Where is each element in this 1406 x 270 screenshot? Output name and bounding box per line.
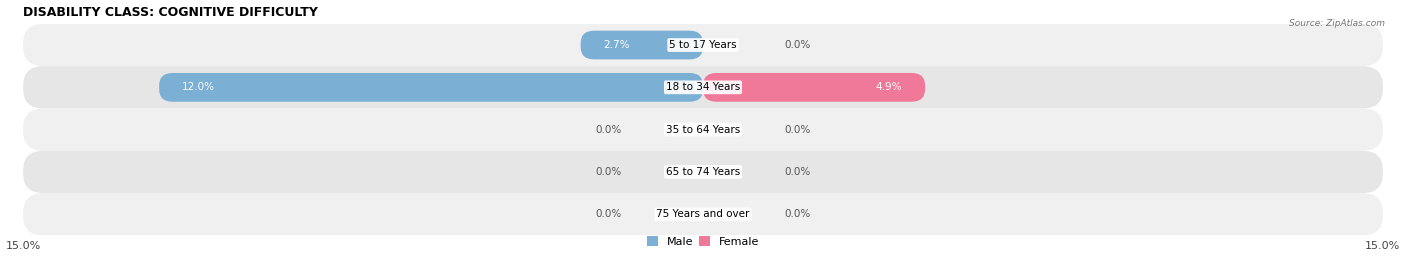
Text: 0.0%: 0.0% [785,167,811,177]
Text: 65 to 74 Years: 65 to 74 Years [666,167,740,177]
Text: 18 to 34 Years: 18 to 34 Years [666,82,740,92]
Text: 2.7%: 2.7% [603,40,630,50]
Text: 0.0%: 0.0% [595,209,621,219]
Text: 4.9%: 4.9% [876,82,903,92]
FancyBboxPatch shape [22,24,1384,66]
FancyBboxPatch shape [22,193,1384,235]
Text: 0.0%: 0.0% [595,167,621,177]
Text: 0.0%: 0.0% [785,125,811,135]
Text: Source: ZipAtlas.com: Source: ZipAtlas.com [1289,19,1385,28]
Text: 12.0%: 12.0% [181,82,215,92]
Legend: Male, Female: Male, Female [647,236,759,247]
Text: 0.0%: 0.0% [785,209,811,219]
FancyBboxPatch shape [159,73,703,102]
Text: DISABILITY CLASS: COGNITIVE DIFFICULTY: DISABILITY CLASS: COGNITIVE DIFFICULTY [22,6,318,19]
FancyBboxPatch shape [581,31,703,59]
Text: 5 to 17 Years: 5 to 17 Years [669,40,737,50]
FancyBboxPatch shape [22,151,1384,193]
Text: 35 to 64 Years: 35 to 64 Years [666,125,740,135]
FancyBboxPatch shape [22,66,1384,109]
Text: 75 Years and over: 75 Years and over [657,209,749,219]
Text: 0.0%: 0.0% [595,125,621,135]
FancyBboxPatch shape [22,109,1384,151]
Text: 0.0%: 0.0% [785,40,811,50]
FancyBboxPatch shape [703,73,925,102]
